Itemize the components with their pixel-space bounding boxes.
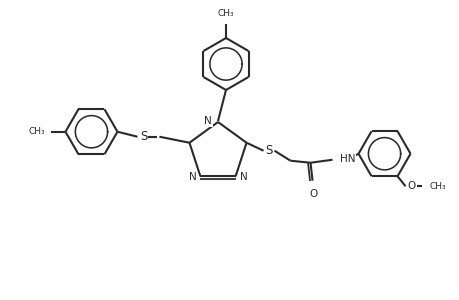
Text: CH₃: CH₃ (217, 9, 234, 18)
Text: N: N (239, 172, 247, 182)
Text: O: O (309, 189, 317, 199)
Text: N: N (204, 116, 212, 126)
Text: CH₃: CH₃ (429, 182, 445, 191)
Text: S: S (264, 144, 272, 157)
Text: O: O (407, 181, 415, 191)
Text: HN: HN (339, 154, 354, 164)
Text: N: N (188, 172, 196, 182)
Text: S: S (140, 130, 147, 143)
Text: CH₃: CH₃ (29, 127, 45, 136)
